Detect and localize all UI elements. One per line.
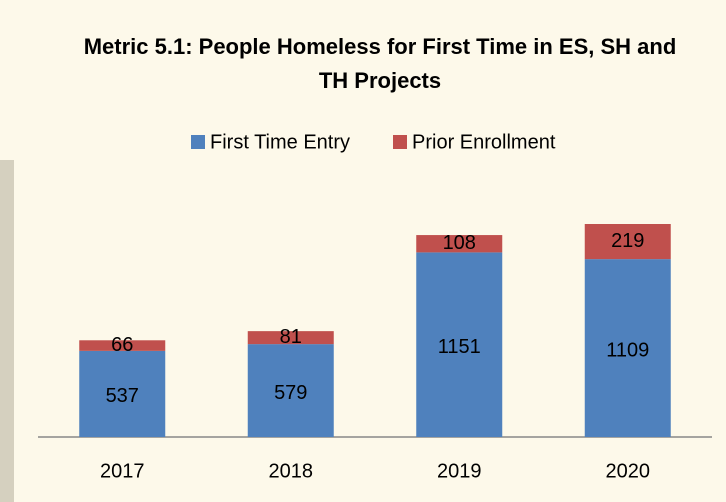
bar-segment <box>79 350 166 437</box>
data-label: 579 <box>274 382 307 404</box>
bar-segment <box>247 331 334 345</box>
x-tick-label: 2018 <box>269 460 314 482</box>
x-tick-label: 2017 <box>100 460 145 482</box>
x-tick-label: 2019 <box>437 460 482 482</box>
bar-segment <box>416 252 503 437</box>
legend-label: Prior Enrollment <box>412 131 556 153</box>
data-label: 81 <box>280 326 302 348</box>
data-label: 1151 <box>438 336 481 358</box>
bar-segment <box>584 259 671 437</box>
bar-segment <box>584 224 671 260</box>
bar-segment <box>247 344 334 437</box>
legend-swatch <box>191 135 205 149</box>
bar-segment <box>79 340 166 351</box>
data-label: 219 <box>611 230 644 252</box>
x-tick-label: 2020 <box>606 460 651 482</box>
data-label: 537 <box>106 385 139 407</box>
legend-label: First Time Entry <box>210 131 350 153</box>
data-label: 66 <box>111 334 133 356</box>
chart-title: Metric 5.1: People Homeless for First Ti… <box>83 34 677 93</box>
data-label: 108 <box>443 232 476 254</box>
legend-swatch <box>393 135 407 149</box>
background-edge <box>0 160 14 502</box>
bar-segment <box>416 235 503 253</box>
data-label: 1109 <box>606 339 649 361</box>
